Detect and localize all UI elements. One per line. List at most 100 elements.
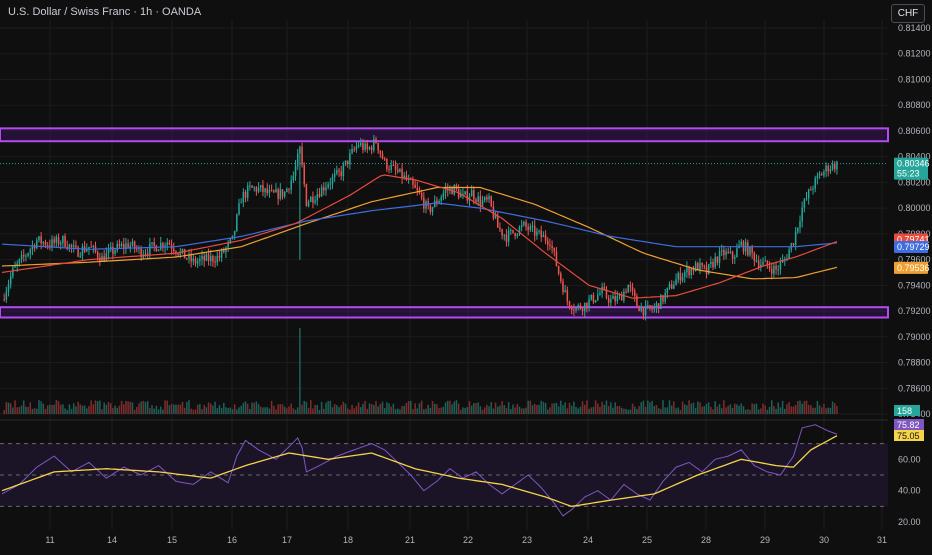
candle-body (366, 143, 369, 150)
volume-bar (716, 406, 719, 414)
volume-bar (5, 401, 8, 414)
candle-body (294, 166, 297, 176)
candle-body (577, 305, 579, 308)
candle-body (49, 245, 51, 248)
candle-body (525, 221, 527, 227)
volume-bar (805, 400, 808, 414)
volume-bar (601, 401, 603, 414)
volume-bar (481, 409, 484, 414)
volume-bar (814, 407, 816, 414)
candle-body (514, 232, 516, 237)
candle-body (599, 293, 601, 295)
candle-body (616, 296, 619, 302)
volume-bar (644, 406, 647, 414)
candle-body (79, 255, 82, 257)
candle-body (55, 237, 58, 243)
rsi-tag (894, 405, 920, 416)
volume-bar (120, 400, 123, 414)
candle-body (464, 191, 466, 195)
volume-bar (212, 405, 214, 414)
candle-body (820, 174, 823, 176)
candle-body (20, 254, 23, 260)
candle-body (149, 243, 151, 255)
volume-bar (770, 400, 773, 414)
volume-bar (542, 401, 545, 414)
candle-body (594, 300, 597, 303)
time-axis-label: 16 (227, 535, 237, 545)
candle-body (797, 227, 799, 232)
candle-body (499, 227, 501, 230)
volume-bar (738, 405, 740, 414)
volume-bar (286, 408, 288, 414)
volume-bar (107, 402, 110, 414)
volume-bar (688, 400, 690, 414)
candle-body (777, 269, 780, 271)
volume-bar (781, 400, 784, 414)
candle-body (607, 297, 610, 303)
candle-body (323, 187, 325, 191)
volume-bar (183, 407, 186, 414)
volume-bar (33, 408, 36, 414)
volume-bar (131, 402, 134, 414)
volume-bar (603, 404, 606, 414)
volume-bar (329, 400, 332, 414)
candle-body (727, 251, 729, 253)
candle-body (399, 168, 401, 172)
volume-bar (544, 403, 547, 414)
volume-bar (83, 405, 86, 414)
volume-bar (627, 409, 629, 414)
candle-body (273, 190, 275, 193)
candle-body (694, 263, 697, 271)
candle-body (344, 160, 347, 165)
volume-bar (797, 401, 799, 414)
candle-body (233, 230, 236, 236)
candle-body (123, 244, 125, 249)
candle-body (827, 165, 830, 172)
volume-bar (390, 406, 392, 414)
candle-body (662, 295, 664, 302)
volume-bar (799, 400, 801, 414)
candle-body (429, 205, 432, 212)
candle-body (703, 265, 706, 267)
candle-body (749, 246, 751, 256)
volume-bar (818, 405, 821, 414)
volume-bar (357, 402, 360, 414)
volume-bar (79, 404, 82, 414)
candle-body (614, 296, 616, 302)
candle-body (223, 249, 225, 253)
candle-body (442, 192, 445, 198)
rsi-axis-label: 20.00 (898, 517, 921, 527)
volume-bar (18, 407, 21, 414)
volume-bar (549, 407, 551, 414)
volume-bar (99, 400, 101, 414)
volume-bar (344, 403, 347, 414)
volume-bar (292, 408, 295, 414)
volume-bar (264, 407, 266, 414)
candle-body (542, 235, 545, 238)
candle-body (92, 245, 95, 248)
volume-bar (94, 400, 97, 414)
candle-body (757, 260, 760, 268)
candle-body (692, 268, 695, 271)
candle-body (336, 170, 338, 174)
currency-button[interactable]: CHF (891, 4, 925, 23)
volume-bar (340, 405, 342, 414)
candle-body (146, 253, 149, 255)
candle-body (475, 199, 477, 202)
candle-body (355, 146, 358, 150)
rsi-line (1, 424, 838, 517)
candle-body (618, 295, 621, 297)
candle-body (390, 164, 392, 170)
volume-bar (792, 406, 795, 414)
volume-bar (444, 402, 447, 414)
volume-bar (827, 407, 830, 414)
price-tag (894, 261, 928, 274)
volume-bar (227, 407, 229, 414)
candle-body (651, 308, 653, 310)
candle-body (42, 242, 45, 244)
volume-bar (749, 409, 751, 414)
candle-body (40, 236, 42, 244)
candle-body (346, 160, 349, 165)
